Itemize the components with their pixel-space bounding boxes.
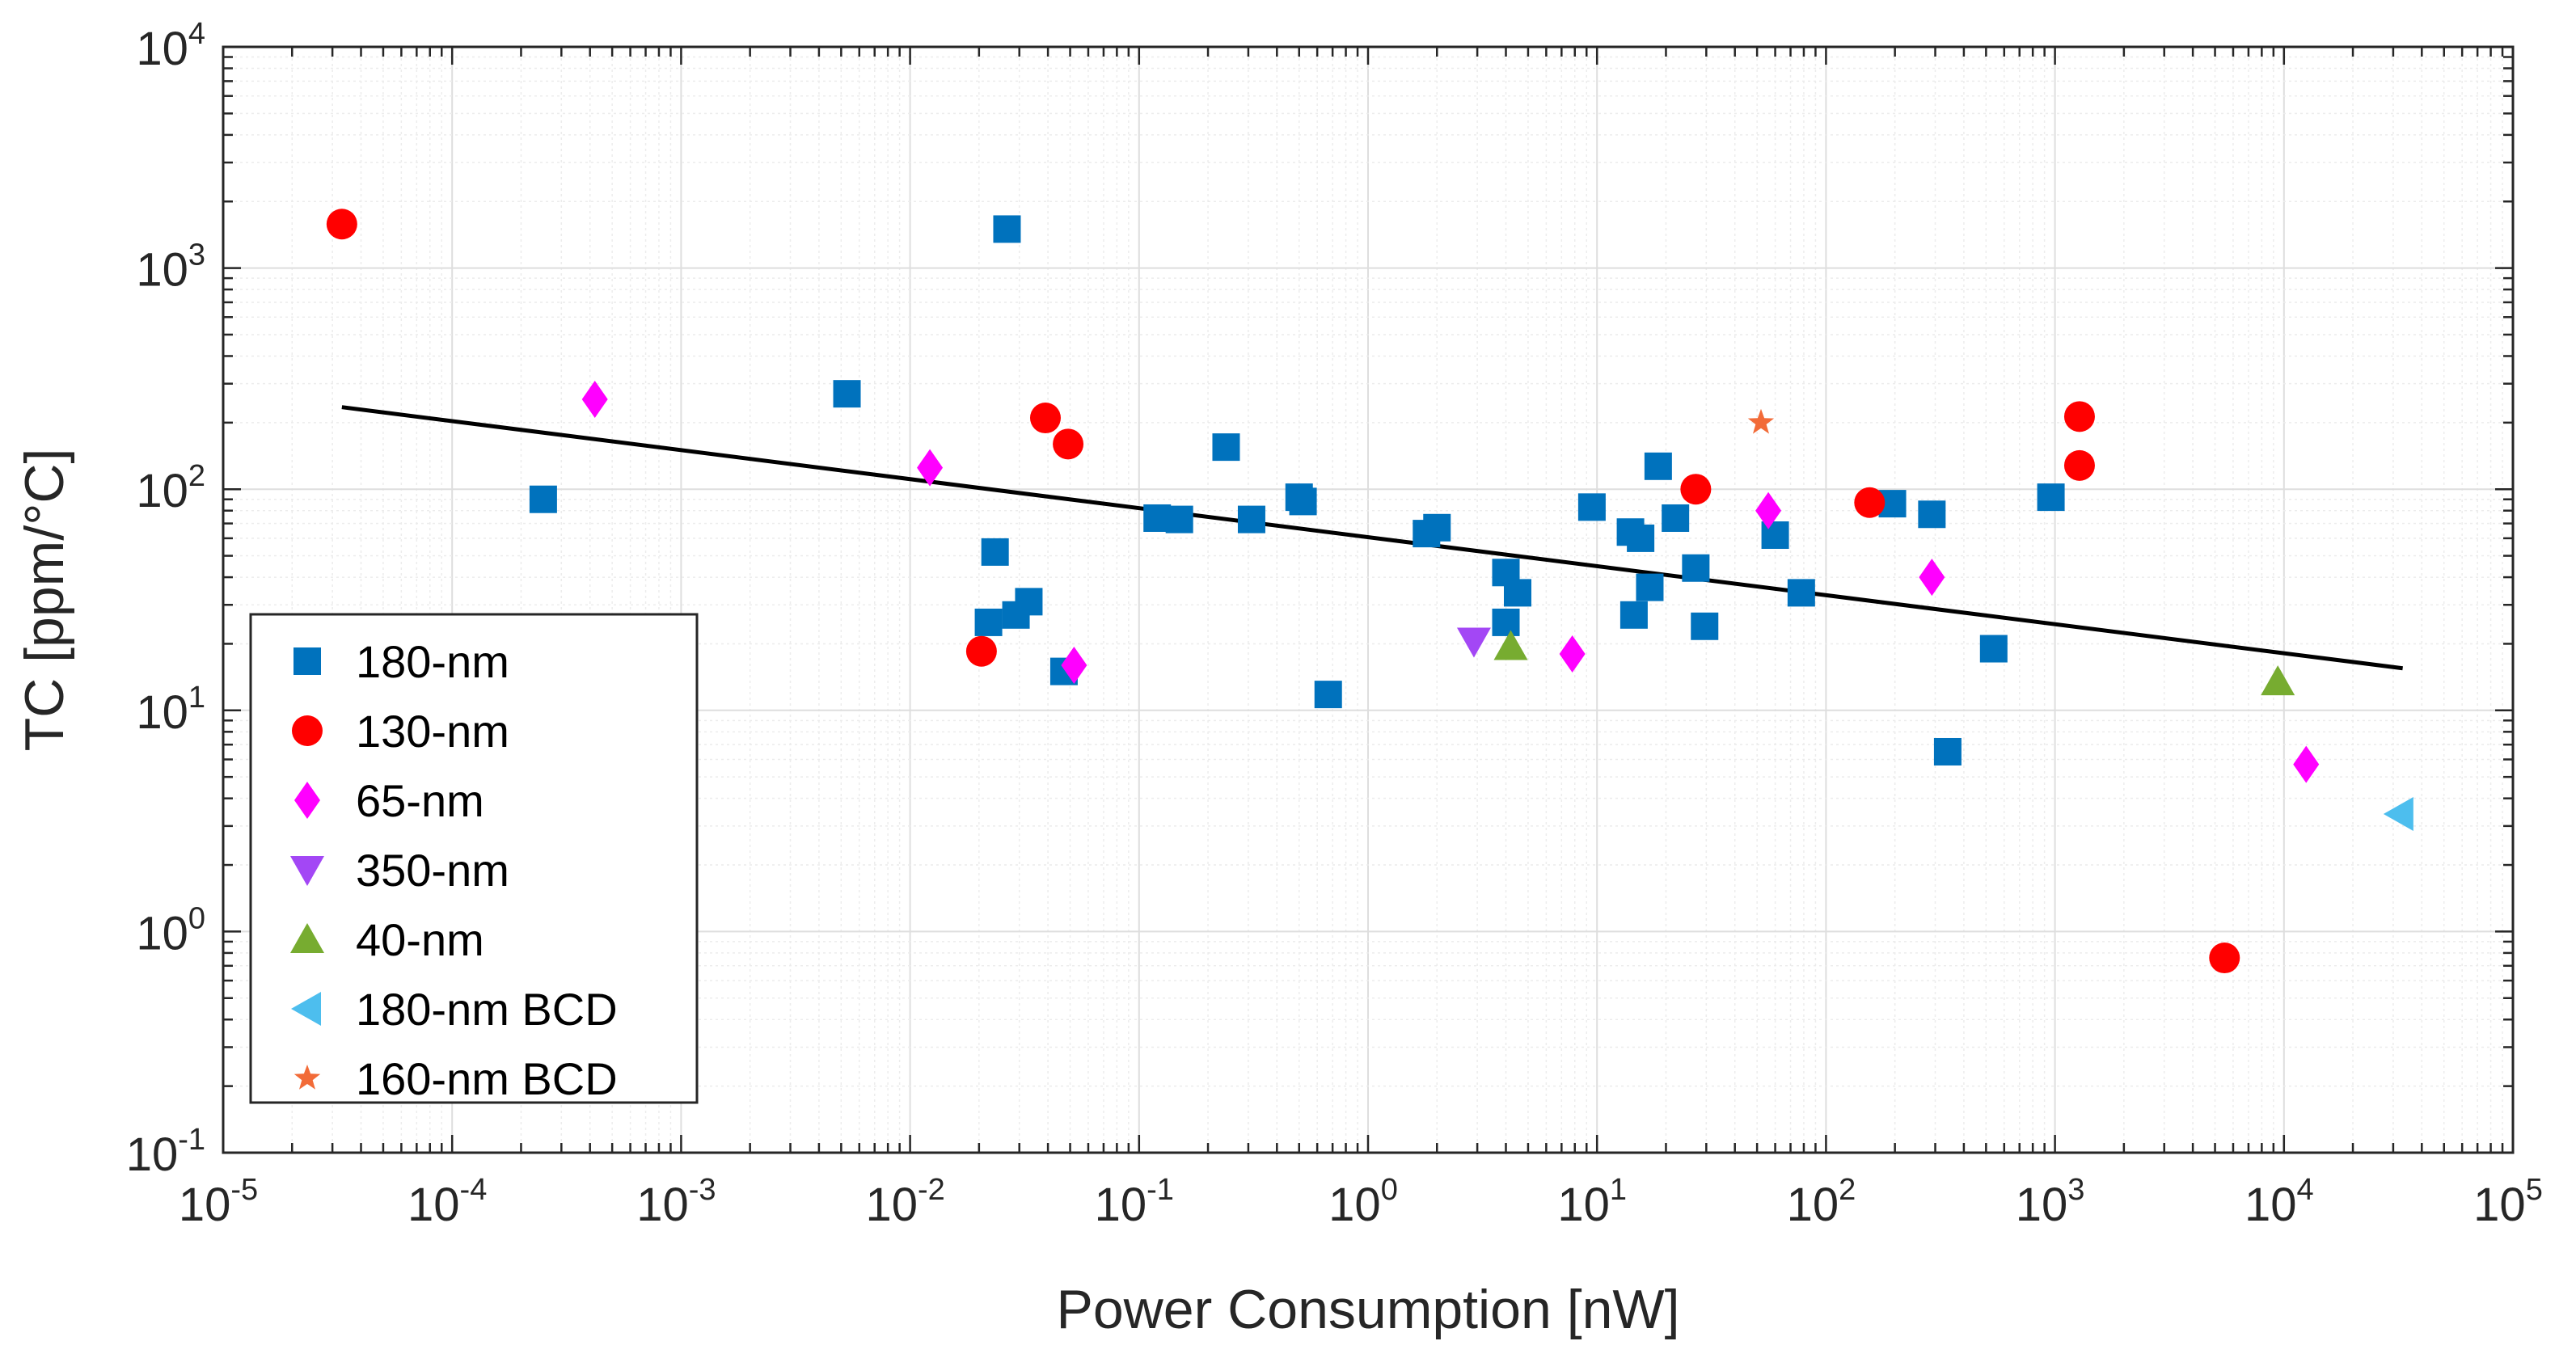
data-point (2063, 449, 2095, 481)
y-tick-label: 101 (136, 681, 205, 739)
data-point (1456, 627, 1491, 658)
data-point (965, 635, 997, 667)
data-point (2063, 401, 2095, 432)
data-point (1314, 681, 1342, 709)
legend-marker (294, 782, 320, 819)
data-point (1423, 513, 1451, 542)
data-point (1636, 573, 1664, 601)
data-point (1787, 579, 1815, 607)
data-point (529, 485, 557, 513)
data-point (1577, 493, 1606, 521)
series-40-nm (1493, 630, 2295, 696)
legend-label: 160-nm BCD (356, 1053, 618, 1104)
legend-label: 65-nm (356, 775, 484, 826)
legend-label: 180-nm BCD (356, 984, 618, 1035)
x-tick-label: 102 (1787, 1173, 1856, 1231)
axis-ticks (222, 45, 2515, 1154)
series-130-nm (326, 209, 2240, 974)
data-point (1212, 433, 1240, 462)
series-160-nm-bcd (1747, 408, 1775, 434)
x-axis-title: Power Consumption [nW] (1057, 1279, 1680, 1340)
x-tick-label: 10-1 (1095, 1173, 1174, 1231)
series-350-nm (1456, 627, 1491, 658)
x-tick-label: 101 (1557, 1173, 1627, 1231)
legend-marker (293, 647, 321, 675)
x-tick-label: 100 (1328, 1173, 1398, 1231)
legend: 180-nm 130-nm 65-nm 350-nm 40-nm 180-nm BCD 16… (249, 613, 699, 1104)
legend-marker (290, 923, 324, 953)
y-tick-label: 100 (136, 901, 205, 959)
data-point (1761, 521, 1789, 550)
data-point (1662, 504, 1690, 532)
data-point (917, 449, 944, 487)
legend-box (249, 613, 699, 1104)
y-tick-label: 103 (136, 238, 205, 297)
legend-marker (291, 992, 321, 1026)
data-point (1979, 635, 2008, 663)
y-tick-label: 10-1 (126, 1123, 205, 1181)
data-point (2261, 665, 2295, 696)
trend-line (341, 405, 2403, 671)
data-point (1747, 408, 1775, 434)
data-point (1061, 646, 1087, 684)
data-point (1755, 491, 1782, 529)
data-point (1559, 635, 1586, 673)
x-tick-label: 103 (2016, 1173, 2085, 1231)
data-point (1289, 487, 1317, 516)
x-tick-labels: 10-5 10-4 10-3 10-2 10-1 100 101 102 103 104 105 (179, 1173, 2543, 1231)
legend-label: 350-nm (356, 845, 509, 896)
legend-label: 40-nm (356, 914, 484, 965)
data-point (326, 209, 357, 240)
x-tick-label: 104 (2244, 1173, 2314, 1231)
data-point (1165, 505, 1193, 534)
series-65-nm (581, 380, 2320, 783)
data-point (1627, 524, 1655, 552)
data-point (981, 538, 1009, 566)
data-point (581, 380, 608, 418)
data-point (2037, 483, 2065, 512)
y-axis-title: TC [ppm/°C] (14, 449, 75, 752)
legend-label: 180-nm (356, 636, 509, 687)
data-points (326, 209, 2413, 974)
data-point (1919, 559, 1945, 597)
data-point (1493, 630, 1528, 660)
data-point (1680, 474, 1712, 505)
legend-marker (293, 1065, 321, 1090)
data-point (1854, 487, 1886, 518)
grid (223, 47, 2513, 1153)
data-point (2383, 796, 2413, 831)
data-point (833, 380, 861, 408)
data-point (1691, 612, 1719, 640)
data-point (1029, 403, 1061, 434)
data-point (974, 608, 1003, 636)
data-point (1015, 588, 1043, 616)
legend-label: 130-nm (356, 706, 509, 757)
data-point (1620, 601, 1648, 629)
legend-marker (292, 715, 323, 746)
series-180-nm-bcd (2383, 796, 2413, 831)
data-point (1682, 554, 1710, 582)
x-tick-label: 10-2 (865, 1173, 944, 1231)
data-point (1644, 452, 1672, 480)
data-point (1918, 500, 1946, 529)
legend-marker (290, 856, 324, 886)
data-point (993, 215, 1021, 243)
y-tick-label: 102 (136, 459, 205, 517)
data-point (2209, 943, 2240, 974)
data-point (1237, 505, 1265, 534)
data-point (1503, 579, 1531, 607)
data-point (1053, 428, 1084, 460)
data-point (2293, 745, 2320, 783)
x-tick-label: 10-3 (636, 1173, 716, 1231)
y-tick-labels: 10-1 100 101 102 103 104 (126, 17, 205, 1181)
x-tick-label: 10-5 (179, 1173, 258, 1231)
series-180-nm (529, 215, 2065, 765)
x-tick-label: 10-4 (408, 1173, 487, 1231)
x-tick-label: 105 (2473, 1173, 2543, 1231)
data-point (1933, 737, 1962, 765)
data-point (1492, 608, 1520, 636)
y-tick-label: 104 (136, 17, 205, 75)
